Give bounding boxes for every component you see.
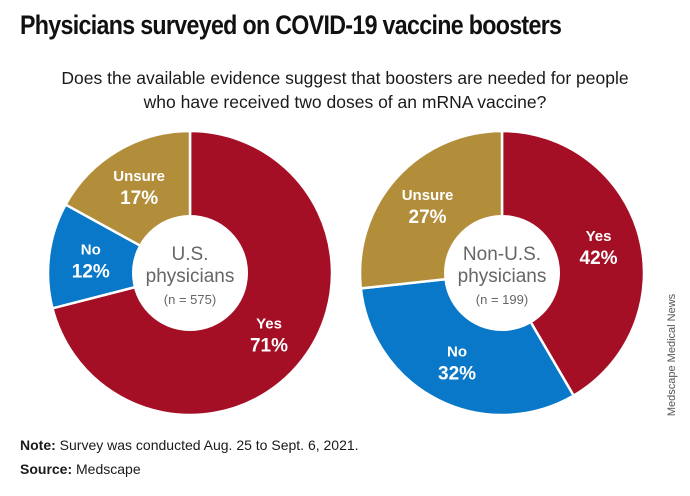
slice-label-no-us: No xyxy=(81,241,101,258)
slice-value-yes-non-us: 42% xyxy=(580,248,618,269)
center-label-n-non-us: (n = 199) xyxy=(476,292,528,307)
chart-title: Physicians surveyed on COVID-19 vaccine … xyxy=(20,10,562,40)
slice-label-no-non-us: No xyxy=(447,343,467,360)
note-text: Survey was conducted Aug. 25 to Sept. 6,… xyxy=(55,437,359,453)
donut-chart-us: Yes 71% No 12% Unsure 17% U.S.physicians (n = 5… xyxy=(46,129,334,417)
slice-label-yes-non-us: Yes xyxy=(586,228,612,245)
center-label-line2-non-us: physicians xyxy=(458,266,547,287)
credit-label: Medscape Medical News xyxy=(666,293,678,417)
slice-value-unsure-us: 17% xyxy=(120,188,158,209)
footnotes: Note: Survey was conducted Aug. 25 to Se… xyxy=(20,433,359,481)
center-label-line2-us: physicians xyxy=(146,266,235,287)
slice-value-yes-us: 71% xyxy=(250,335,288,356)
center-label-line1-non-us: Non-U.S. xyxy=(463,244,541,265)
source: Source: Medscape xyxy=(20,457,359,481)
donut-hole-non-us xyxy=(444,215,560,331)
slice-label-yes-us: Yes xyxy=(256,315,282,332)
center-label-line1-us: U.S. xyxy=(172,244,209,265)
slice-value-no-us: 12% xyxy=(72,261,110,282)
source-text: Medscape xyxy=(72,461,141,477)
donut-chart-non-us: Yes 42% No 32% Unsure 27% Non-U.S.physicians (n… xyxy=(358,129,646,417)
slice-label-unsure-non-us: Unsure xyxy=(402,187,454,204)
center-label-n-us: (n = 575) xyxy=(164,292,216,307)
note-label: Note: xyxy=(20,437,56,453)
slice-yes-non-us xyxy=(500,129,646,397)
chart-subtitle: Does the available evidence suggest that… xyxy=(0,66,690,114)
slice-value-unsure-non-us: 27% xyxy=(409,207,447,228)
donut-hole-us xyxy=(132,215,248,331)
slice-no-us xyxy=(46,203,192,310)
subtitle-line-1: Does the available evidence suggest that… xyxy=(61,68,629,88)
note: Note: Survey was conducted Aug. 25 to Se… xyxy=(20,433,359,457)
source-label: Source: xyxy=(20,461,73,477)
slice-value-no-non-us: 32% xyxy=(438,363,476,384)
subtitle-line-2: who have received two doses of an mRNA v… xyxy=(143,92,547,112)
slice-label-unsure-us: Unsure xyxy=(113,168,165,185)
